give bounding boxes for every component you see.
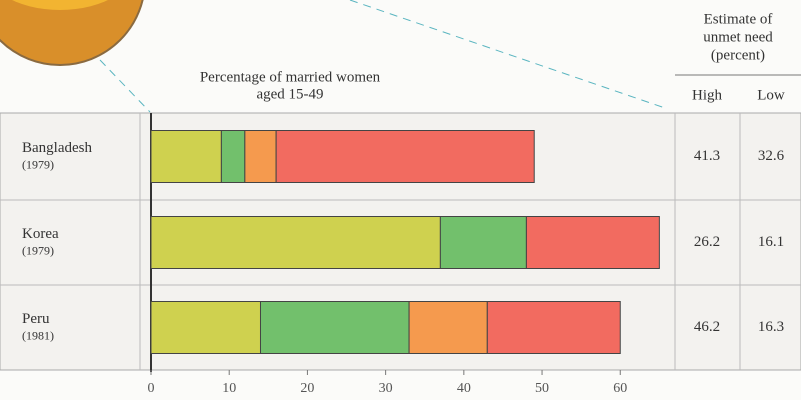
column-header: Low <box>757 87 785 103</box>
table-cell: 41.3 <box>694 148 720 164</box>
x-tick-label: 30 <box>379 381 393 396</box>
chart-title: Percentage of married women <box>200 69 381 85</box>
x-tick-label: 60 <box>613 381 627 396</box>
x-tick-label: 20 <box>300 381 314 396</box>
table-cell: 16.1 <box>758 234 784 250</box>
x-tick-label: 40 <box>457 381 471 396</box>
category-year: (1979) <box>22 243 54 257</box>
x-tick-label: 0 <box>148 381 155 396</box>
bar-segment <box>150 216 441 269</box>
bar-segment <box>244 130 277 183</box>
table-cell: 46.2 <box>694 319 720 335</box>
category-label: Peru <box>22 311 50 327</box>
connector <box>99 59 151 113</box>
table-cell: 26.2 <box>694 234 720 250</box>
bar-segment <box>150 301 261 354</box>
bar-segment <box>439 216 527 269</box>
table-title: Estimate of <box>704 11 773 27</box>
bar-segment <box>220 130 246 183</box>
table-title: (percent) <box>711 47 765 63</box>
pie-top <box>12 0 108 10</box>
column-header: High <box>692 87 723 103</box>
chart-title: aged 15-49 <box>256 86 323 102</box>
bar-segment <box>486 301 621 354</box>
category-year: (1981) <box>22 328 54 342</box>
bar-segment <box>259 301 410 354</box>
bar-segment <box>525 216 660 269</box>
category-year: (1979) <box>22 157 54 171</box>
bar-segment <box>150 130 222 183</box>
x-tick-label: 50 <box>535 381 549 396</box>
bar-segment <box>275 130 535 183</box>
category-label: Korea <box>22 226 59 242</box>
category-label: Bangladesh <box>22 140 92 156</box>
pie-fragment <box>0 0 144 66</box>
table-cell: 32.6 <box>758 148 785 164</box>
table-title: unmet need <box>703 29 773 45</box>
x-tick-label: 10 <box>222 381 236 396</box>
table-cell: 16.3 <box>758 319 784 335</box>
bar-segment <box>408 301 488 354</box>
